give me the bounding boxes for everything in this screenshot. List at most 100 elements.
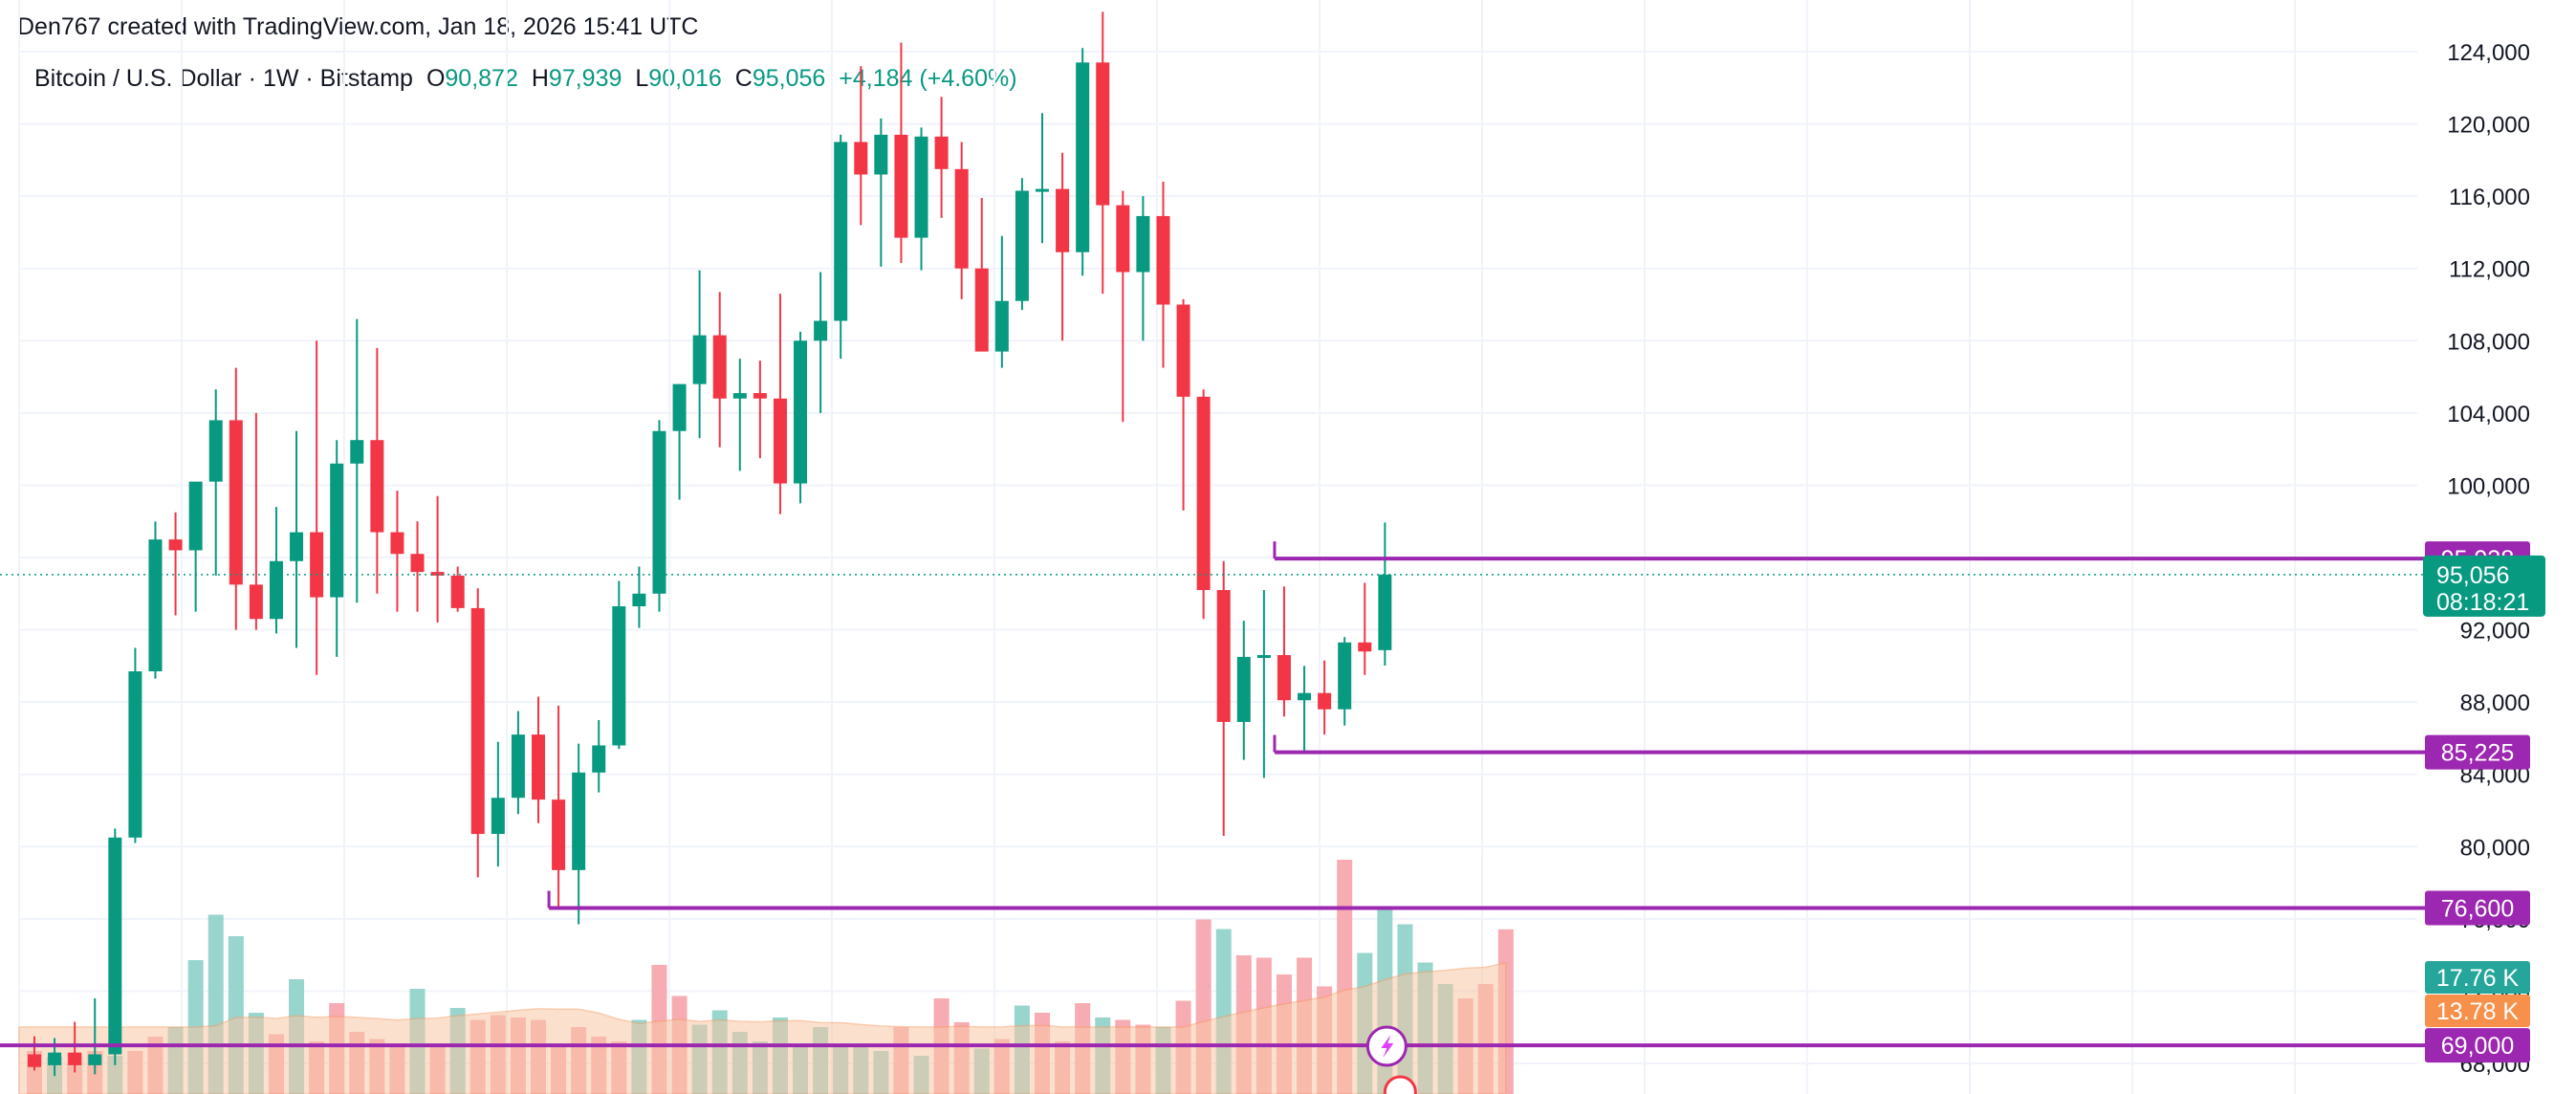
candle-body <box>430 572 445 576</box>
candle-up <box>914 127 928 271</box>
candle-body <box>450 575 465 608</box>
candle-down <box>974 198 989 352</box>
candle-body <box>794 340 808 484</box>
volume-pane <box>18 860 1514 1094</box>
candle-body <box>1136 215 1150 273</box>
candle-down <box>1176 298 1190 511</box>
price-tick-label: 112,000 <box>2449 257 2530 283</box>
horizontal-levels[interactable] <box>0 541 2425 1048</box>
candle-down <box>229 367 243 630</box>
symbol-legend: Bitcoin / U.S. Dollar · 1W · Bitstamp O 90… <box>34 65 1017 93</box>
candle-body <box>994 300 1009 352</box>
candle-body <box>269 560 283 620</box>
candle-up <box>1338 637 1352 726</box>
volume-ma-badge <box>2425 995 2530 1027</box>
candle-up <box>814 272 828 413</box>
candle-up <box>148 521 163 679</box>
candle-body <box>1096 62 1110 206</box>
symbol-name: Bitcoin / U.S. Dollar · 1W · Bitstamp <box>34 65 413 92</box>
candle-body <box>1338 642 1352 710</box>
candle-up <box>732 359 747 471</box>
close-label: C <box>734 65 753 92</box>
price-tick-label: 80,000 <box>2460 835 2530 861</box>
price-tick-label: 124,000 <box>2447 40 2530 66</box>
candle-down <box>470 588 485 878</box>
flag-icon[interactable] <box>1383 1075 1417 1094</box>
lightning-icon-bolt <box>1381 1035 1394 1058</box>
candle-down <box>1216 560 1231 836</box>
candle-up <box>1298 666 1312 752</box>
candle-down <box>532 696 545 823</box>
candle-body <box>28 1054 41 1067</box>
high-value: 97,939 <box>548 65 622 92</box>
candle-down <box>410 521 425 612</box>
candle-body <box>1358 642 1372 652</box>
candle-down <box>552 705 566 907</box>
candle-body <box>108 837 122 1055</box>
candle-up <box>652 420 666 612</box>
candle-body <box>330 463 344 598</box>
candle-body <box>350 440 364 464</box>
candle-up <box>1136 196 1150 341</box>
candle-body <box>834 142 848 321</box>
candle-body <box>290 532 304 561</box>
candle-up <box>1378 522 1392 667</box>
candle-up <box>672 383 687 500</box>
last-price-label: 95,056 <box>2436 562 2509 589</box>
candle-down <box>1096 11 1110 295</box>
candle-up <box>1015 178 1029 311</box>
candle-body <box>753 393 767 399</box>
candle-body <box>672 383 687 431</box>
candle-down <box>894 42 908 264</box>
candle-body <box>1378 574 1392 650</box>
candle-down <box>1358 582 1372 675</box>
candle-body <box>188 481 203 551</box>
candle-body <box>249 584 263 620</box>
candle-body <box>954 168 969 269</box>
candle-body <box>632 593 646 607</box>
candle-up <box>491 741 505 867</box>
candle-body <box>1056 188 1070 252</box>
candle-up <box>350 318 364 603</box>
candle-body <box>410 554 425 573</box>
volume-badge <box>2425 961 2530 994</box>
flag-icon-ring <box>1383 1075 1417 1094</box>
volume-ma-area <box>18 961 1507 1094</box>
candle-body <box>1216 590 1231 722</box>
candle-down <box>450 566 465 612</box>
candle-down <box>934 97 949 218</box>
candle-body <box>692 335 707 384</box>
candle-body <box>552 799 566 870</box>
candle-body <box>1116 205 1130 273</box>
level-badge-label: 76,600 <box>2441 896 2514 923</box>
candle-up <box>592 720 606 793</box>
candle-body <box>128 671 142 838</box>
candle-body <box>1036 188 1049 192</box>
chart-attribution: Den767 created with TradingView.com, Jan… <box>17 13 699 40</box>
candle-down <box>168 512 183 616</box>
candle-down <box>1156 182 1170 368</box>
candle-up <box>692 270 707 439</box>
level-badge <box>2425 734 2530 770</box>
chart-icons[interactable] <box>1365 1025 1417 1094</box>
price-badges: 95,93885,22576,60069,00095,05608:18:2117… <box>2423 541 2545 1063</box>
candle-down <box>1116 190 1130 423</box>
candle-body <box>1156 215 1170 305</box>
candle-body <box>854 142 868 175</box>
lightning-icon[interactable] <box>1365 1025 1408 1067</box>
low-value: 90,016 <box>648 65 722 92</box>
candle-down <box>370 347 384 594</box>
last-price-badge <box>2423 555 2545 617</box>
candle-body <box>1196 396 1211 591</box>
candle-body <box>1076 62 1090 252</box>
candle-body <box>894 134 908 238</box>
candle-down <box>310 340 324 675</box>
candle-body <box>1318 692 1332 710</box>
candle-body <box>88 1054 102 1065</box>
candle-up <box>330 440 344 657</box>
candle-body <box>491 798 505 835</box>
candle-up <box>88 997 102 1075</box>
level-badge-label: 85,225 <box>2441 740 2514 767</box>
candle-body <box>712 335 727 399</box>
